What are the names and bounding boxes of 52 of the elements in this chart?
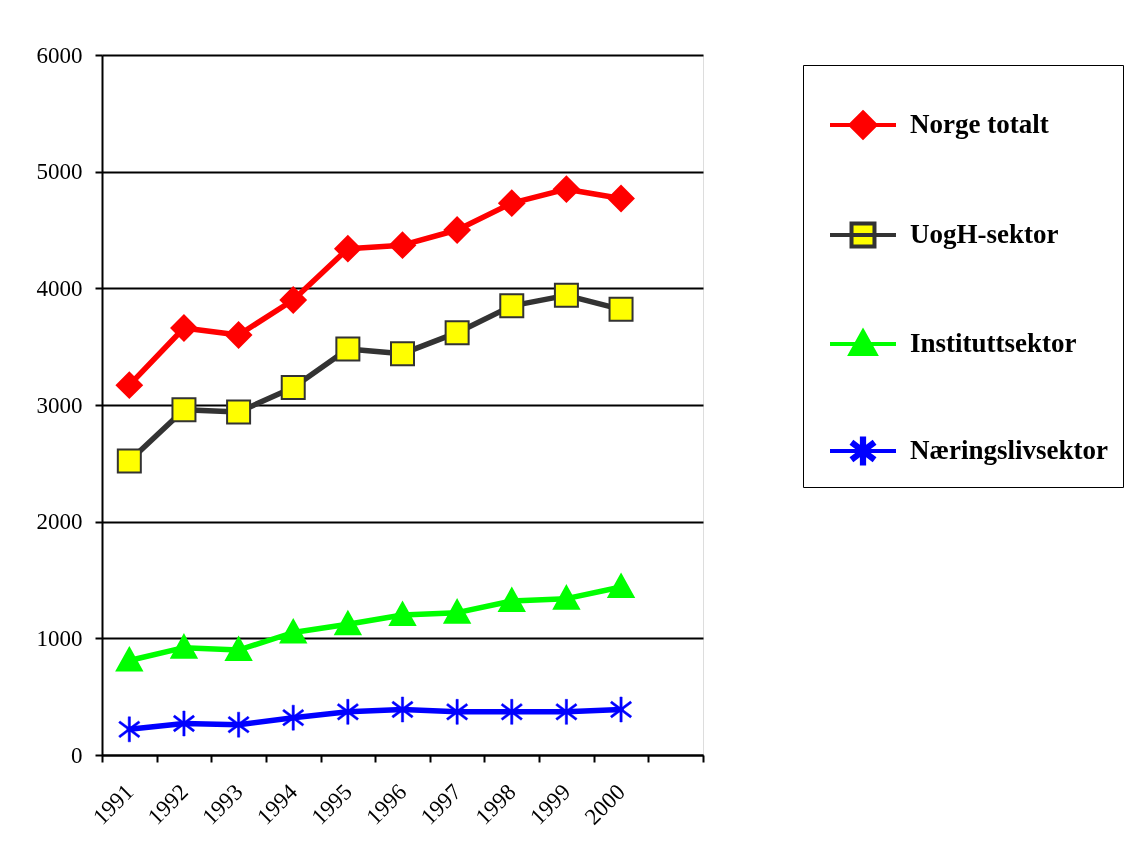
point bbox=[336, 699, 359, 725]
point bbox=[444, 320, 470, 346]
point bbox=[173, 710, 195, 737]
point bbox=[335, 336, 361, 362]
point bbox=[607, 573, 635, 598]
point bbox=[499, 293, 525, 319]
legend-label: Instituttsektor bbox=[910, 328, 1077, 358]
y-tick-label: 1000 bbox=[36, 625, 83, 651]
point bbox=[225, 321, 253, 349]
legend-label: Norge totalt bbox=[910, 109, 1049, 139]
point bbox=[443, 599, 471, 624]
y-tick-label: 2000 bbox=[36, 509, 83, 535]
point bbox=[170, 314, 198, 342]
point bbox=[553, 282, 579, 308]
point bbox=[171, 397, 197, 423]
point bbox=[115, 371, 143, 399]
point bbox=[225, 636, 253, 661]
point bbox=[389, 601, 416, 626]
point bbox=[226, 399, 252, 425]
legend-label: UogH-sektor bbox=[910, 219, 1059, 249]
point bbox=[334, 610, 362, 636]
point bbox=[610, 696, 632, 723]
y-tick-label: 5000 bbox=[36, 159, 83, 185]
point bbox=[279, 286, 307, 314]
legend-label: Næringslivsektor bbox=[910, 435, 1109, 465]
point bbox=[116, 448, 142, 474]
point bbox=[170, 634, 198, 659]
point bbox=[227, 711, 250, 738]
point bbox=[118, 716, 141, 743]
point bbox=[391, 696, 414, 723]
point bbox=[389, 231, 416, 259]
point bbox=[498, 587, 526, 612]
point bbox=[500, 699, 523, 725]
point bbox=[607, 185, 635, 212]
point bbox=[498, 189, 526, 217]
point bbox=[334, 235, 362, 263]
point bbox=[446, 699, 469, 725]
y-tick-label: 4000 bbox=[36, 275, 83, 301]
point bbox=[443, 216, 471, 244]
point bbox=[115, 647, 143, 672]
y-tick-label: 6000 bbox=[36, 42, 83, 68]
point bbox=[280, 375, 306, 400]
point bbox=[608, 296, 634, 322]
point bbox=[555, 699, 578, 725]
point bbox=[390, 341, 415, 367]
point bbox=[282, 704, 305, 731]
x-tick-label: 1991 bbox=[88, 779, 139, 830]
point bbox=[279, 619, 307, 644]
point bbox=[552, 585, 580, 610]
point bbox=[552, 175, 580, 203]
y-tick-label: 0 bbox=[71, 742, 83, 768]
y-tick-label: 3000 bbox=[36, 392, 83, 418]
